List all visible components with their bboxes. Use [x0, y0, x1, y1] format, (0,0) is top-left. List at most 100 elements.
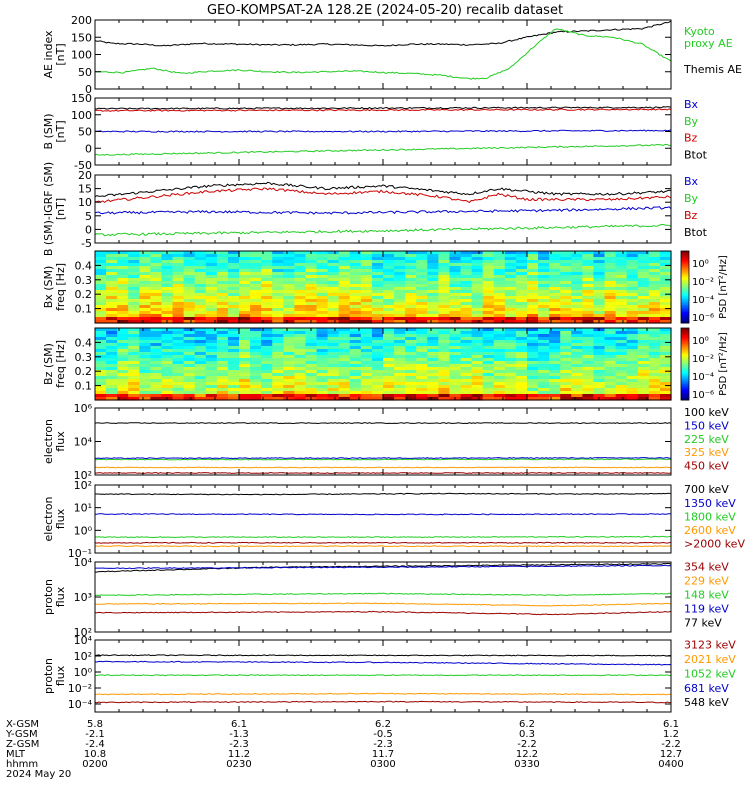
spectrogram-cell — [405, 302, 417, 306]
spectrogram-cell — [117, 269, 129, 273]
spectrogram-cell — [106, 385, 118, 389]
colorbar-step — [681, 308, 689, 311]
spectrogram-cell — [371, 334, 384, 338]
spectrogram-cell — [549, 346, 561, 350]
spectrogram-cell — [538, 305, 550, 309]
spectrogram-cell — [250, 328, 262, 332]
spectrogram-cell — [250, 293, 262, 297]
spectrogram-cell — [272, 260, 284, 264]
spectrogram-cell — [549, 397, 561, 401]
spectrogram-cell — [327, 376, 340, 380]
spectrogram-cell — [371, 358, 384, 362]
spectrogram-cell — [305, 394, 318, 398]
spectrogram-cell — [648, 296, 661, 300]
spectrogram-cell — [615, 328, 628, 332]
spectrogram-cell — [205, 373, 218, 377]
colorbar-step — [681, 367, 689, 370]
spectrogram-cell — [172, 281, 185, 285]
spectrogram-cell — [549, 331, 561, 335]
spectrogram-cell — [272, 340, 284, 344]
spectrogram-cell — [482, 275, 495, 279]
spectrogram-cell — [161, 343, 174, 347]
spectrogram-cell — [582, 394, 595, 398]
spectrogram-cell — [615, 299, 628, 303]
spectrogram-cell — [283, 340, 295, 344]
spectrogram-cell — [338, 314, 351, 318]
series-line-150-kev — [95, 457, 672, 460]
spectrogram-cell — [272, 251, 284, 255]
spectrogram-cell — [482, 263, 495, 267]
spectrogram-cell — [582, 385, 595, 389]
spectrogram-cell — [427, 293, 439, 297]
spectrogram-cell — [316, 308, 329, 312]
spectrogram-cell — [383, 358, 395, 362]
spectrogram-cell — [95, 317, 107, 321]
spectrogram-cell — [294, 331, 307, 335]
spectrogram-cell — [338, 388, 351, 392]
x-column-value: 6.2 — [375, 719, 391, 730]
spectrogram-cell — [637, 281, 650, 285]
spectrogram-cell — [549, 251, 561, 255]
spectrogram-cell — [371, 382, 384, 386]
spectrogram-cell — [626, 331, 639, 335]
spectrogram-cell — [405, 251, 417, 255]
spectrogram-cell — [427, 376, 439, 380]
spectrogram-cell — [626, 266, 639, 270]
spectrogram-cell — [571, 272, 583, 276]
spectrogram-cell — [527, 343, 539, 347]
spectrogram-cell — [239, 293, 251, 297]
spectrogram-cell — [106, 272, 118, 276]
spectrogram-cell — [416, 311, 428, 315]
colorbar-step — [681, 281, 689, 284]
colorbar-step — [681, 278, 689, 281]
spectrogram-cell — [360, 317, 373, 321]
y-axis-label: flux — [54, 586, 67, 607]
spectrogram-cell — [139, 269, 151, 273]
spectrogram-cell — [327, 364, 340, 368]
spectrogram-cell — [582, 305, 595, 309]
spectrogram-cell — [327, 367, 340, 371]
spectrogram-cell — [515, 397, 528, 401]
spectrogram-cell — [438, 382, 451, 386]
spectrogram-cell — [471, 343, 484, 347]
spectrogram-cell — [183, 382, 196, 386]
spectrogram-cell — [360, 275, 373, 279]
spectrogram-cell — [272, 269, 284, 273]
spectrogram-cell — [117, 293, 129, 297]
spectrogram-cell — [106, 302, 118, 306]
spectrogram-cell — [327, 302, 340, 306]
spectrogram-cell — [593, 367, 606, 371]
spectrogram-cell — [538, 343, 550, 347]
spectrogram-cell — [659, 328, 672, 332]
spectrogram-cell — [593, 355, 606, 359]
spectrogram-cell — [560, 257, 572, 261]
y-axis-label: electron — [42, 497, 55, 542]
spectrogram-cell — [139, 355, 151, 359]
spectrogram-cell — [239, 260, 251, 264]
spectrogram-cell — [117, 370, 129, 374]
spectrogram-cell — [482, 320, 495, 324]
spectrogram-cell — [571, 334, 583, 338]
spectrogram-cell — [383, 302, 395, 306]
spectrogram-cell — [394, 385, 406, 389]
spectrogram-cell — [648, 370, 661, 374]
spectrogram-cell — [626, 281, 639, 285]
spectrogram-cell — [338, 367, 351, 371]
spectrogram-cell — [272, 355, 284, 359]
spectrogram-cell — [659, 290, 672, 294]
spectrogram-cell — [283, 334, 295, 338]
spectrogram-cell — [360, 349, 373, 353]
legend-entry: 150 keV — [684, 419, 729, 432]
spectrogram-cell — [183, 269, 196, 273]
spectrogram-cell — [659, 311, 672, 315]
spectrogram-cell — [449, 317, 462, 321]
spectrogram-cell — [294, 391, 307, 395]
spectrogram-cell — [95, 311, 107, 315]
spectrogram-cell — [150, 305, 163, 309]
spectrogram-cell — [471, 352, 484, 356]
spectrogram-cell — [493, 296, 506, 300]
spectrogram-cell — [294, 379, 307, 383]
spectrogram-cell — [582, 382, 595, 386]
